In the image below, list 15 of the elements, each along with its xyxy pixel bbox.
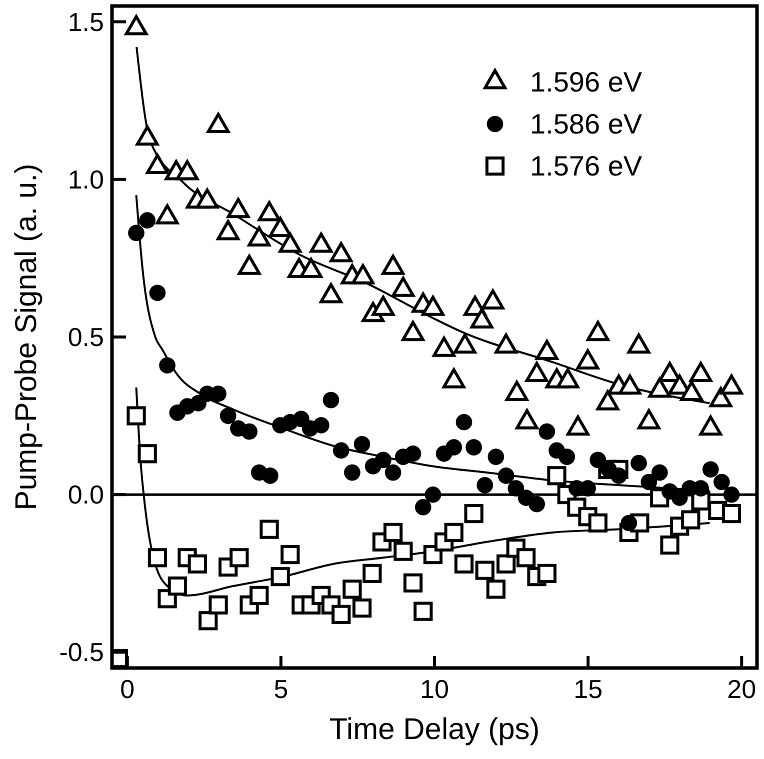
y-tick-label: 0.5 xyxy=(68,322,104,352)
y-tick-label: 1.0 xyxy=(68,164,104,194)
x-tick-label: 15 xyxy=(574,674,603,704)
y-tick-label: 1.5 xyxy=(68,6,104,37)
x-tick-label: 5 xyxy=(274,674,288,704)
x-tick-label: 0 xyxy=(120,674,135,704)
y-tick-label: -0.5 xyxy=(59,637,104,668)
x-tick-label: 10 xyxy=(420,674,449,704)
legend-label: 1.576 eV xyxy=(530,150,642,182)
y-tick-label: 0.0 xyxy=(68,480,104,510)
legend-label: 1.586 eV xyxy=(530,108,642,140)
x-tick-label: 20 xyxy=(727,674,756,704)
y-axis-title: Pump-Probe Signal (a. u.) xyxy=(10,164,43,510)
x-axis-title: Time Delay (ps) xyxy=(329,713,540,746)
legend-label: 1.596 eV xyxy=(530,66,642,98)
